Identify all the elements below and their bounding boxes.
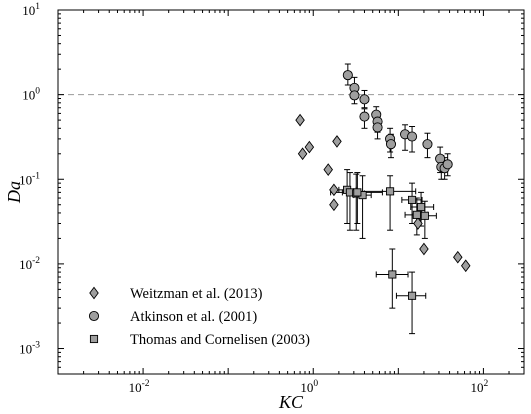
data-point-layer	[295, 70, 471, 300]
diamond-data-point	[419, 242, 429, 256]
diamond-data-point	[460, 259, 471, 273]
legend-diamond-marker	[89, 286, 99, 300]
diamond-data-point	[323, 163, 333, 176]
legend-circle-marker	[88, 310, 100, 322]
circle-data-point	[407, 131, 418, 142]
diamond-data-point	[295, 113, 305, 127]
circle-data-point	[349, 90, 360, 101]
square-data-point	[353, 188, 362, 197]
circle-data-point	[372, 122, 383, 133]
diamond-data-point	[453, 250, 463, 264]
legend-label-thomas-cornelisen: Thomas and Cornelisen (2003)	[130, 332, 310, 348]
circle-data-point	[359, 94, 370, 105]
square-data-point	[417, 202, 426, 212]
square-data-point	[386, 187, 395, 196]
y-axis-label: Da	[4, 181, 24, 204]
diamond-data-point	[329, 183, 339, 197]
x-axis-label: KC	[278, 392, 304, 412]
diamond-data-point	[304, 140, 315, 154]
legend-markers	[88, 286, 100, 344]
legend-label-weitzman: Weitzman et al. (2013)	[130, 286, 263, 302]
diamond-data-point	[332, 135, 342, 148]
circle-data-point	[442, 159, 453, 170]
diamond-data-point	[297, 147, 308, 161]
circle-data-point	[359, 111, 370, 122]
legend-label-atkinson: Atkinson et al. (2001)	[130, 309, 257, 325]
tick-layer	[57, 9, 525, 375]
circle-data-point	[422, 139, 433, 150]
legend-square-marker	[89, 334, 99, 344]
legend: Weitzman et al. (2013) Atkinson et al. (…	[88, 286, 310, 348]
error-bar-layer	[330, 63, 451, 335]
square-data-point	[412, 210, 421, 219]
diamond-data-point	[329, 198, 339, 212]
circle-data-point	[385, 139, 397, 150]
square-data-point	[408, 195, 417, 204]
square-data-point	[388, 270, 397, 279]
square-data-point	[420, 211, 429, 220]
square-data-point	[408, 291, 417, 300]
circle-data-point	[342, 70, 353, 81]
